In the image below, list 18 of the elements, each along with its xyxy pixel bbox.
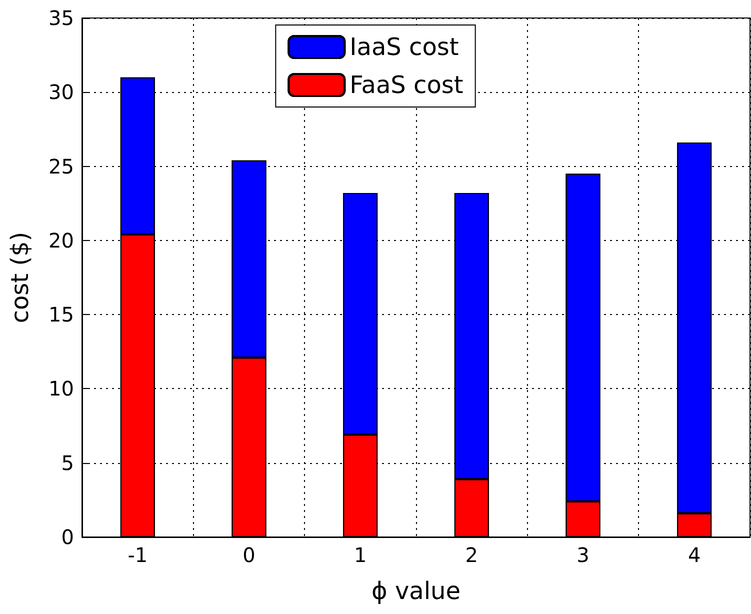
y-tick-label: 35 [48,6,74,30]
y-tick-label: 10 [48,376,74,401]
x-tick-label: 4 [688,543,701,567]
x-tick-label: 1 [354,543,367,567]
y-tick-label: 30 [48,80,74,104]
y-tick-label: 5 [61,450,74,475]
y-tick-label: 15 [48,302,74,327]
x-tick-label: 3 [576,543,590,567]
y-tick-label: 0 [61,525,74,549]
y-tick-label: 25 [48,154,74,178]
x-tick-label: 2 [465,543,478,567]
y-axis-title: cost ($) [6,232,34,324]
legend-label: FaaS cost [350,71,464,99]
legend-label: IaaS cost [350,33,459,61]
x-axis-title: ϕ value [371,577,461,605]
x-tick-label: -1 [128,543,148,567]
y-tick-label: 20 [48,228,74,252]
x-tick-label: 0 [242,543,256,567]
